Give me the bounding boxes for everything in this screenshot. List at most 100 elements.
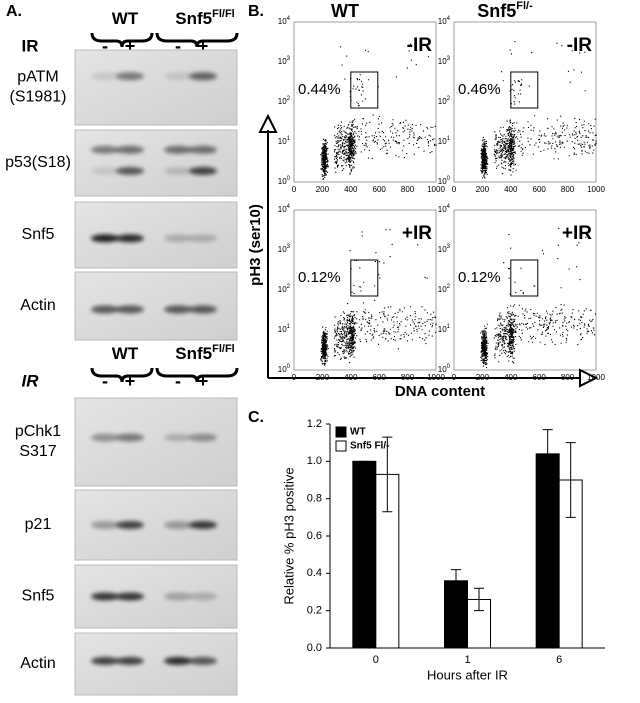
group-label-base: WT xyxy=(112,344,139,363)
blot-band xyxy=(91,433,119,442)
y-axis-label: Relative % pH3 positive xyxy=(281,467,296,604)
condition-label: -IR xyxy=(407,35,433,56)
y-tick-label: 104 xyxy=(438,16,451,27)
gate xyxy=(350,71,379,109)
y-tick-exp: 0 xyxy=(287,176,291,182)
y-tick-label: 1.2 xyxy=(307,418,322,430)
column-header-base: Snf5 xyxy=(477,1,516,21)
y-tick-label: 1.0 xyxy=(307,455,322,467)
blot-band xyxy=(91,234,119,243)
lane-label: + xyxy=(198,371,209,391)
y-tick-label: 0.0 xyxy=(307,642,322,654)
treatment-label: IR xyxy=(22,36,39,55)
x-tick-label: 0 xyxy=(452,185,457,194)
lane-label: - xyxy=(102,371,108,391)
blot-image xyxy=(74,397,238,487)
y-tick-label: 103 xyxy=(438,56,451,67)
bar xyxy=(535,453,560,649)
y-tick-base: 10 xyxy=(278,17,287,26)
legend-swatch xyxy=(335,440,347,452)
blot-label: p53(S18) xyxy=(5,154,71,171)
blot-band xyxy=(116,72,144,81)
y-tick-base: 10 xyxy=(438,97,447,106)
y-tick-label: 102 xyxy=(278,96,291,107)
y-axis-arrow xyxy=(258,113,278,378)
group-label: WT xyxy=(112,9,139,28)
plot-frame xyxy=(293,21,437,183)
x-tick-label: 200 xyxy=(476,185,490,194)
x-tick-label: 600 xyxy=(533,185,547,194)
blot-label: p21 xyxy=(25,516,52,533)
y-tick-label: 0.8 xyxy=(307,493,322,505)
y-tick-exp: 4 xyxy=(287,16,291,22)
x-tick-label: 0 xyxy=(373,654,379,666)
blot-band xyxy=(189,433,217,442)
panel-label: C. xyxy=(248,409,264,426)
y-tick-exp: 3 xyxy=(287,244,291,250)
blot-label: Actin xyxy=(20,297,56,314)
group-label-base: Snf5 xyxy=(175,344,212,363)
blot-band xyxy=(116,305,144,314)
y-tick-label: 102 xyxy=(438,284,451,295)
y-tick-label: 104 xyxy=(278,204,291,215)
blot-label: Snf5 xyxy=(22,588,55,605)
y-tick-exp: 2 xyxy=(447,96,451,102)
y-tick-label: 103 xyxy=(438,244,451,255)
y-tick-exp: 4 xyxy=(287,204,291,210)
gate-percent: 0.12% xyxy=(298,269,341,286)
y-tick-label: 103 xyxy=(278,56,291,67)
blot-band xyxy=(189,521,217,529)
plot-frame xyxy=(293,209,437,371)
treatment-label: IR xyxy=(22,371,40,390)
y-tick-label: 104 xyxy=(278,16,291,27)
blot-band xyxy=(116,166,144,175)
y-tick-exp: 2 xyxy=(287,284,291,290)
y-tick-base: 10 xyxy=(278,285,287,294)
y-tick-label: 102 xyxy=(278,284,291,295)
blot-image xyxy=(74,49,238,126)
group-label: WT xyxy=(112,344,139,363)
lane-label: + xyxy=(125,371,136,391)
blot-band xyxy=(164,166,192,175)
blot-label: pATM xyxy=(17,69,58,86)
x-tick-label: 800 xyxy=(401,185,415,194)
condition-label: +IR xyxy=(562,223,592,244)
x-tick-label: 600 xyxy=(373,185,387,194)
y-tick-base: 10 xyxy=(438,205,447,214)
y-tick-exp: 2 xyxy=(447,284,451,290)
x-tick-label: 200 xyxy=(316,185,330,194)
gate-percent: 0.44% xyxy=(298,81,341,98)
blot-label: pChk1 xyxy=(15,423,61,440)
blot-band xyxy=(91,592,119,601)
y-tick-base: 10 xyxy=(438,137,447,146)
y-tick-label: 0.4 xyxy=(307,567,322,579)
y-tick-exp: 1 xyxy=(447,136,451,142)
y-tick-base: 10 xyxy=(438,325,447,334)
x-tick-label: 1000 xyxy=(427,185,445,194)
lane-label: - xyxy=(102,36,108,56)
plot-frame xyxy=(453,209,597,371)
bar xyxy=(352,460,377,649)
gate xyxy=(510,71,539,109)
y-axis-label: pH3 (ser10) xyxy=(247,204,264,286)
blot-label: S317 xyxy=(19,443,56,460)
error-bar xyxy=(382,436,393,513)
y-tick-exp: 3 xyxy=(287,56,291,62)
y-tick-base: 10 xyxy=(438,285,447,294)
blot-band xyxy=(189,656,217,665)
x-tick-label: 800 xyxy=(561,185,575,194)
x-tick-label: 6 xyxy=(556,654,562,666)
y-tick-base: 10 xyxy=(278,137,287,146)
error-bar xyxy=(451,569,461,593)
y-tick-exp: 0 xyxy=(447,364,451,370)
y-tick-exp: 0 xyxy=(447,176,451,182)
group-brace xyxy=(90,367,154,383)
blot-band xyxy=(189,145,217,154)
x-axis-label: Hours after IR xyxy=(427,667,508,682)
group-label-base: WT xyxy=(112,9,139,28)
blot-band xyxy=(164,656,192,665)
y-tick-label: 103 xyxy=(278,244,291,255)
blot-band xyxy=(164,234,192,243)
y-tick-exp: 1 xyxy=(287,324,291,330)
